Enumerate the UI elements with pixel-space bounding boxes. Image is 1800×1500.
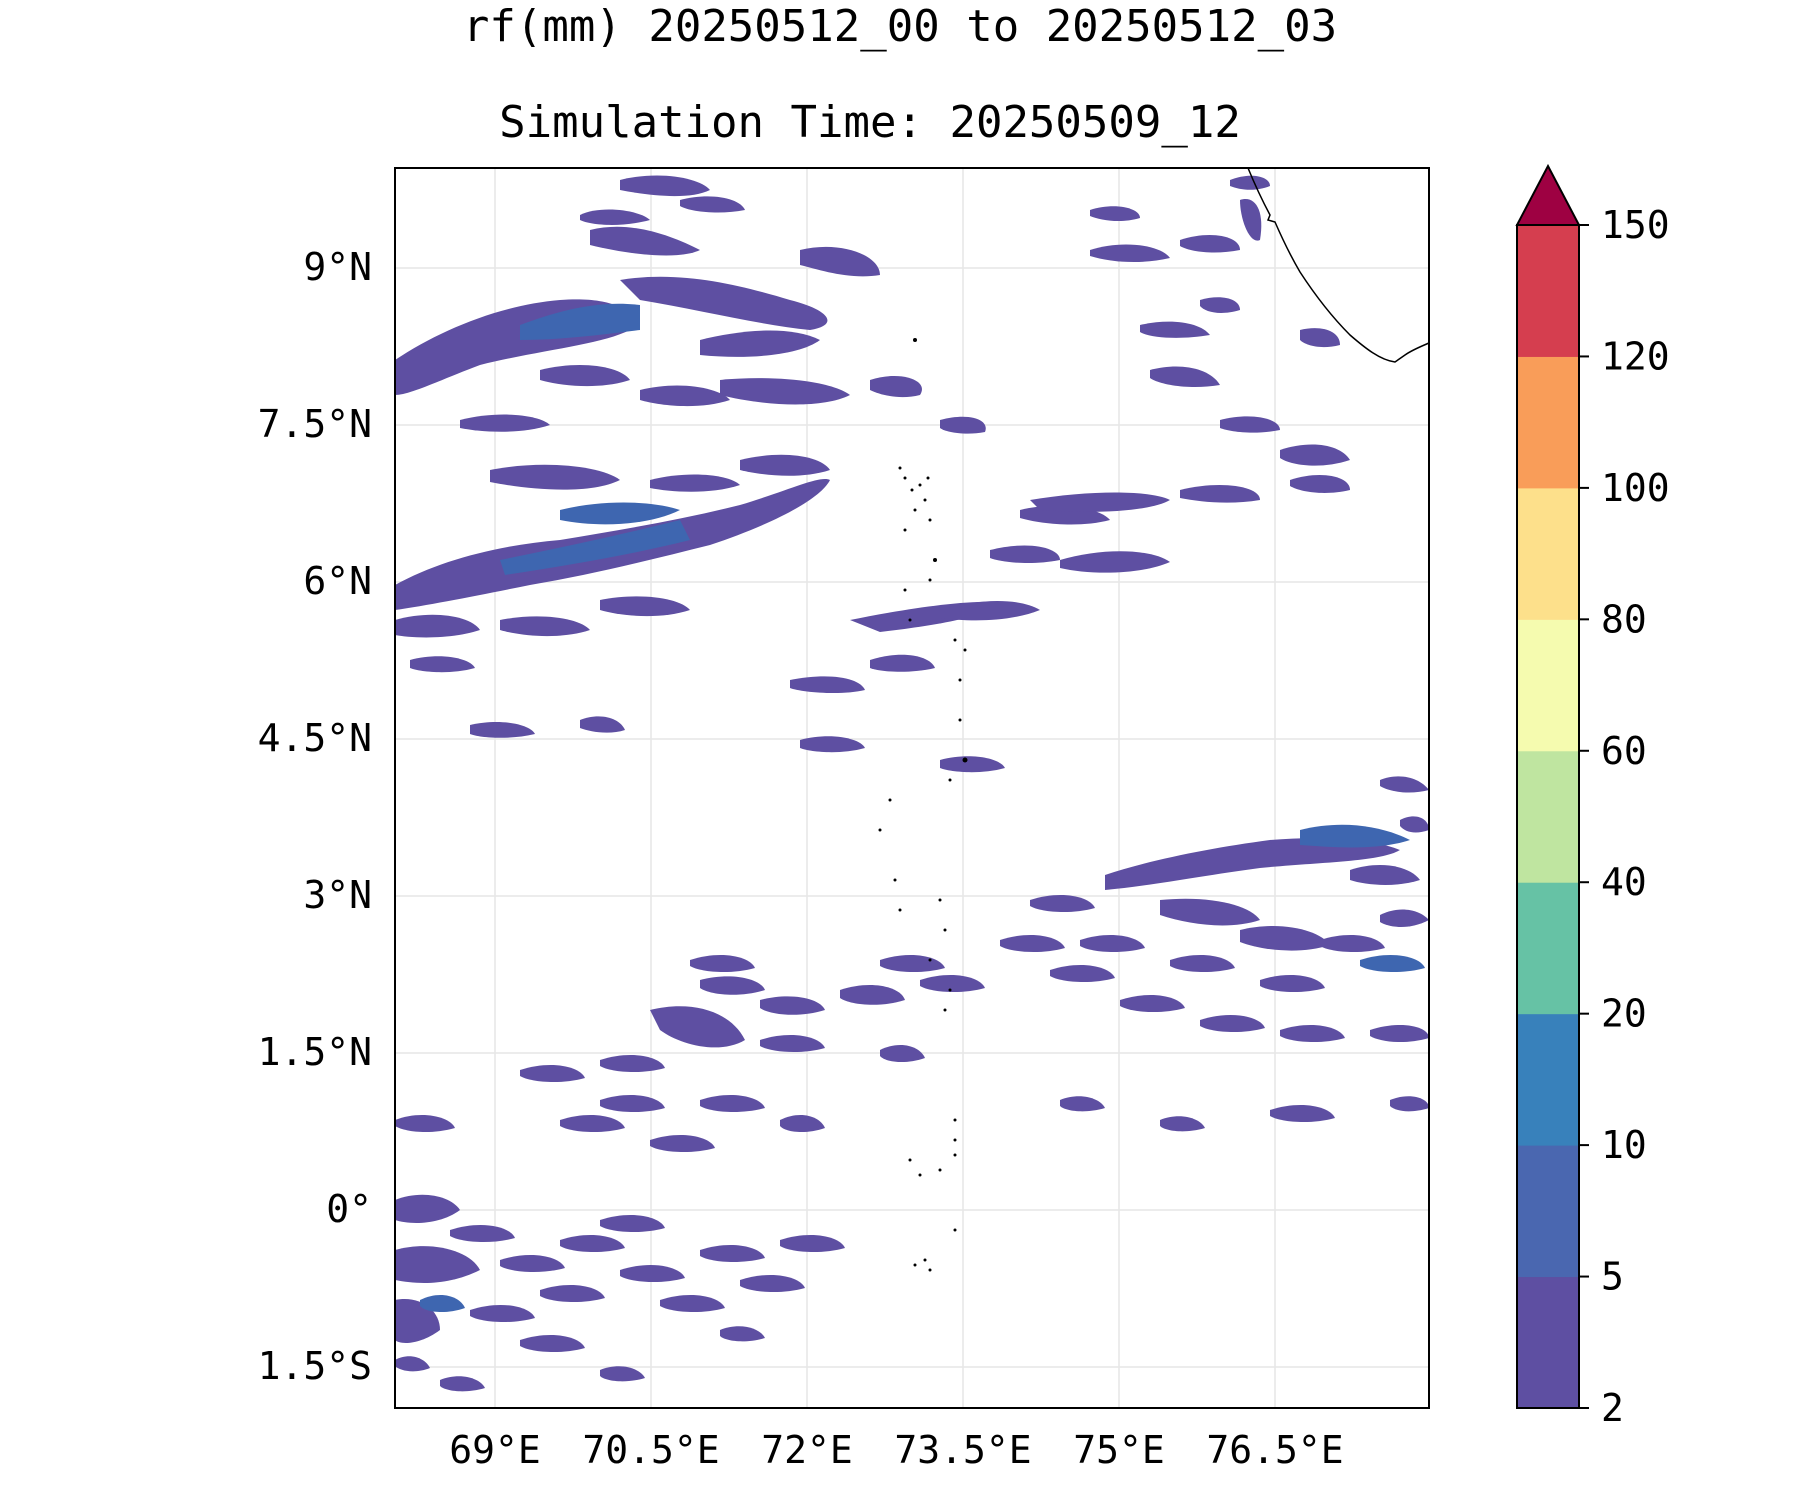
colorbar: 2 5 10 20 40 60 80 100 120 150	[1515, 163, 1670, 1430]
colorbar-extend-arrow	[1515, 163, 1581, 226]
colorbar-tick-label: 2	[1601, 1386, 1624, 1430]
coastline	[1247, 167, 1430, 363]
colorbar-frame	[1516, 224, 1580, 1409]
colorbar-swatch	[1517, 882, 1579, 1015]
colorbar-swatch	[1517, 487, 1579, 620]
colorbar-swatch	[1517, 750, 1579, 883]
colorbar-tick-label: 5	[1601, 1255, 1624, 1299]
rainfall-field	[395, 175, 1429, 1392]
colorbar-tick-label: 60	[1601, 729, 1647, 773]
map-subtitle: Simulation Time: 20250509_12	[499, 97, 1241, 148]
colorbar-swatch	[1517, 1276, 1579, 1409]
longitude-axis: 69°E 70.5°E 72°E 73.5°E 75°E 76.5°E	[449, 1428, 1343, 1472]
map-frame	[394, 167, 1430, 1409]
lat-tick-label: 9°N	[303, 245, 372, 289]
lat-tick-label: 1.5°S	[258, 1344, 372, 1388]
colorbar-swatch	[1517, 619, 1579, 752]
lat-tick-label: 0°	[326, 1187, 372, 1231]
lon-tick-label: 75°E	[1073, 1428, 1165, 1472]
colorbar-tick-label: 150	[1601, 203, 1670, 247]
lon-tick-label: 69°E	[449, 1428, 541, 1472]
lat-tick-label: 3°N	[303, 873, 372, 917]
colorbar-tick-label: 40	[1601, 860, 1647, 904]
colorbar-swatch	[1517, 1145, 1579, 1278]
lat-tick-label: 7.5°N	[258, 402, 372, 446]
colorbar-tick-label: 80	[1601, 597, 1647, 641]
colorbar-swatch	[1517, 225, 1579, 357]
lon-tick-label: 76.5°E	[1206, 1428, 1343, 1472]
colorbar-tick-label: 120	[1601, 334, 1670, 378]
lon-tick-label: 72°E	[761, 1428, 853, 1472]
colorbar-tick-label: 100	[1601, 466, 1670, 510]
map-title: rf(mm) 20250512_00 to 20250512_03	[462, 1, 1338, 52]
lat-tick-label: 1.5°N	[258, 1030, 372, 1074]
colorbar-swatch	[1517, 1013, 1579, 1146]
colorbar-tick-label: 10	[1601, 1123, 1647, 1167]
map-plot-area	[395, 168, 1429, 1408]
lon-tick-label: 73.5°E	[894, 1428, 1031, 1472]
lon-tick-label: 70.5°E	[582, 1428, 719, 1472]
lat-tick-label: 6°N	[303, 559, 372, 603]
colorbar-tick-label: 20	[1601, 992, 1647, 1036]
colorbar-swatch	[1517, 356, 1579, 489]
lat-tick-label: 4.5°N	[258, 716, 372, 760]
maldives-islands	[878, 338, 968, 1272]
latitude-axis: 9°N 7.5°N 6°N 4.5°N 3°N 1.5°N 0° 1.5°S	[258, 245, 372, 1388]
